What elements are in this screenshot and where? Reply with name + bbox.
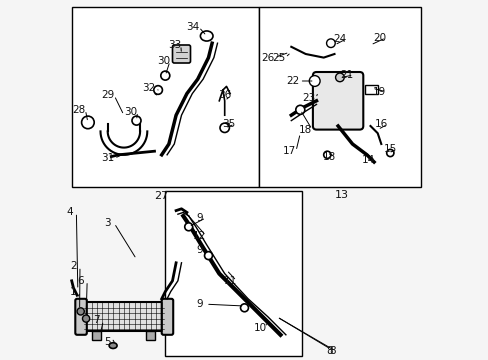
Ellipse shape [132,116,141,125]
Bar [165,191,302,356]
Bar [145,331,154,340]
Text: 19: 19 [372,87,386,97]
Circle shape [82,315,89,322]
Text: 3: 3 [104,218,111,228]
Text: 9: 9 [196,213,203,223]
Text: 11: 11 [223,276,236,286]
Text: 30: 30 [157,56,170,66]
Ellipse shape [81,116,94,129]
Text: 24: 24 [333,34,346,44]
Text: 18: 18 [322,152,335,162]
Text: 12: 12 [192,231,206,241]
Text: 32: 32 [142,83,155,93]
Ellipse shape [323,151,330,158]
Ellipse shape [200,31,213,41]
FancyBboxPatch shape [162,299,173,335]
Text: 4: 4 [66,207,73,217]
Text: 1: 1 [70,287,77,297]
Text: 35: 35 [221,119,234,129]
Circle shape [77,308,84,315]
Text: 6: 6 [77,276,84,286]
Text: 36: 36 [218,90,231,100]
Bar [258,7,420,187]
Text: 26: 26 [261,53,274,63]
Text: 23: 23 [302,93,315,103]
Text: 34: 34 [185,22,199,32]
Text: 2: 2 [70,261,77,271]
Text: 10: 10 [254,323,267,333]
Bar [365,85,377,94]
Text: 20: 20 [372,33,385,43]
Text: 27: 27 [154,191,168,201]
Circle shape [335,73,344,82]
Ellipse shape [184,223,192,231]
Text: 29: 29 [101,90,114,100]
Bar [72,7,258,187]
FancyBboxPatch shape [172,45,190,63]
Text: 17: 17 [282,146,296,156]
Text: 9: 9 [196,245,203,255]
Ellipse shape [161,71,169,80]
Text: 14: 14 [361,155,375,165]
Ellipse shape [295,105,304,114]
Ellipse shape [204,252,212,260]
FancyBboxPatch shape [75,299,87,335]
Text: 21: 21 [340,70,353,80]
Text: 8: 8 [325,346,332,356]
Text: 22: 22 [286,76,299,86]
Circle shape [326,39,335,48]
Bar [91,331,101,340]
Ellipse shape [240,304,248,312]
Circle shape [309,76,320,86]
Text: 15: 15 [383,144,396,154]
Circle shape [153,86,162,94]
Text: 16: 16 [374,119,387,129]
Text: 9: 9 [196,299,203,309]
Text: 33: 33 [167,40,181,50]
Ellipse shape [109,343,117,348]
Text: 28: 28 [72,105,85,115]
Text: 7: 7 [93,315,100,325]
Bar [84,302,163,331]
Text: 5: 5 [104,337,111,347]
Text: 31: 31 [101,153,114,163]
Text: 25: 25 [271,53,285,63]
Circle shape [220,123,229,132]
Text: 13: 13 [334,190,348,201]
Text: 30: 30 [124,107,138,117]
Ellipse shape [386,149,393,157]
Text: 8: 8 [329,346,335,356]
FancyBboxPatch shape [312,72,363,130]
Text: 18: 18 [299,125,312,135]
